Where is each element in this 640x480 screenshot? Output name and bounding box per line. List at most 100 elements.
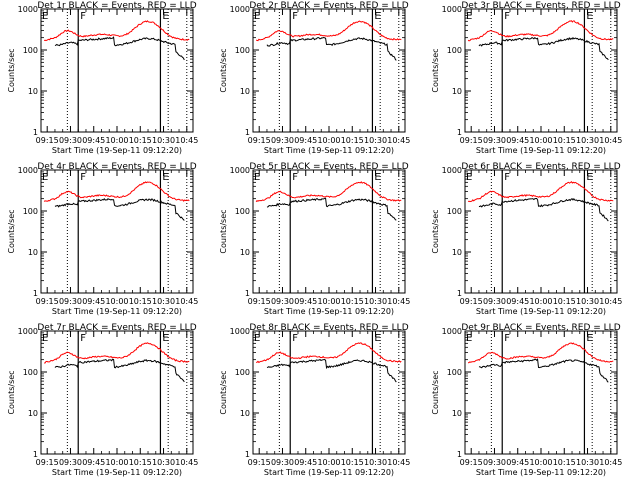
plot-frame <box>464 169 618 294</box>
lld-series-line <box>255 20 402 42</box>
x-tick-label: 09:15 <box>248 136 271 145</box>
x-tick-label: 10:15 <box>553 136 576 145</box>
panel-title: Det 3r BLACK = Events, RED = LLD <box>461 1 620 11</box>
x-tick-label: 10:30 <box>576 458 599 467</box>
plot-frame <box>40 8 194 133</box>
plot-frame <box>40 169 194 294</box>
y-tick-label: 100 <box>447 46 462 55</box>
x-axis-label: Start Time (19-Sep-11 09:12:20) <box>476 468 606 477</box>
x-tick-label: 09:15 <box>248 297 271 306</box>
y-tick-label: 1000 <box>442 327 462 336</box>
x-tick-label: 10:45 <box>599 297 622 306</box>
events-series-line <box>266 358 397 383</box>
y-tick-label: 100 <box>23 368 38 377</box>
y-axis-label: Counts/sec <box>7 48 16 92</box>
y-tick-label: 1 <box>245 450 250 459</box>
plot-frame <box>252 8 406 133</box>
lld-series-line <box>43 20 190 42</box>
marker-label: E <box>586 11 592 22</box>
x-tick-label: 09:30 <box>271 458 294 467</box>
marker-label-left: E <box>254 333 260 344</box>
y-axis-label: Counts/sec <box>7 370 16 414</box>
x-tick-label: 10:30 <box>576 297 599 306</box>
y-tick-label: 10 <box>240 87 250 96</box>
x-tick-label: 09:45 <box>82 297 105 306</box>
marker-label: F <box>292 11 298 22</box>
marker-label: F <box>504 11 510 22</box>
x-tick-label: 09:15 <box>460 136 483 145</box>
x-tick-label: 10:00 <box>317 458 340 467</box>
events-series-line <box>478 36 609 61</box>
marker-label: E <box>162 11 168 22</box>
marker-label: E <box>586 333 592 344</box>
x-tick-label: 10:00 <box>105 297 128 306</box>
x-tick-label: 09:30 <box>483 136 506 145</box>
plot-frame <box>252 330 406 455</box>
x-tick-label: 10:00 <box>317 297 340 306</box>
events-series-line <box>54 197 185 221</box>
x-tick-label: 10:00 <box>317 136 340 145</box>
x-tick-label: 09:15 <box>248 458 271 467</box>
marker-label-left: E <box>42 333 48 344</box>
marker-label: E <box>162 172 168 183</box>
lld-series-line <box>255 181 402 203</box>
x-tick-label: 09:30 <box>59 297 82 306</box>
x-axis-label: Start Time (19-Sep-11 09:12:20) <box>476 146 606 155</box>
panel-det-5: Det 5r BLACK = Events, RED = LLD 1 10 100 10… <box>219 162 410 316</box>
marker-label: F <box>292 172 298 183</box>
plot-frame <box>464 8 618 133</box>
lld-series-line <box>467 20 614 42</box>
x-tick-label: 09:30 <box>271 136 294 145</box>
marker-label: F <box>80 172 86 183</box>
marker-label: E <box>374 172 380 183</box>
x-tick-label: 10:45 <box>387 136 410 145</box>
x-tick-label: 09:15 <box>36 136 59 145</box>
y-tick-label: 1 <box>33 128 38 137</box>
marker-label: E <box>586 172 592 183</box>
x-tick-label: 10:15 <box>553 458 576 467</box>
x-tick-label: 10:45 <box>599 136 622 145</box>
y-tick-label: 1000 <box>18 327 38 336</box>
panel-title: Det 1r BLACK = Events, RED = LLD <box>37 1 196 11</box>
y-axis-label: Counts/sec <box>219 209 228 253</box>
y-tick-label: 10 <box>452 409 462 418</box>
x-tick-label: 10:30 <box>364 458 387 467</box>
x-tick-label: 09:30 <box>271 297 294 306</box>
y-tick-label: 10 <box>452 87 462 96</box>
lld-series-line <box>256 342 402 364</box>
y-tick-label: 10 <box>240 409 250 418</box>
marker-label: F <box>292 333 298 344</box>
marker-label-left: E <box>254 11 260 22</box>
y-tick-label: 10 <box>28 87 38 96</box>
y-tick-label: 1 <box>245 128 250 137</box>
y-tick-label: 100 <box>235 368 250 377</box>
marker-label-left: E <box>466 11 472 22</box>
panel-det-8: Det 8r BLACK = Events, RED = LLD 1 10 100 10… <box>219 323 410 477</box>
panel-det-4: Det 4r BLACK = Events, RED = LLD 1 10 100 10… <box>7 162 198 316</box>
x-axis-label: Start Time (19-Sep-11 09:12:20) <box>264 307 394 316</box>
x-tick-label: 10:45 <box>599 458 622 467</box>
x-tick-label: 09:45 <box>506 458 529 467</box>
marker-label: F <box>80 11 86 22</box>
x-tick-label: 09:15 <box>36 297 59 306</box>
x-tick-label: 10:00 <box>529 297 552 306</box>
y-axis-label: Counts/sec <box>431 209 440 253</box>
y-tick-label: 10 <box>28 409 38 418</box>
plot-frame <box>464 330 618 455</box>
y-tick-label: 1000 <box>18 166 38 175</box>
x-axis-label: Start Time (19-Sep-11 09:12:20) <box>52 146 182 155</box>
x-axis-label: Start Time (19-Sep-11 09:12:20) <box>52 307 182 316</box>
y-tick-label: 100 <box>23 207 38 216</box>
y-axis-label: Counts/sec <box>431 370 440 414</box>
x-tick-label: 09:15 <box>36 458 59 467</box>
lld-series-line <box>44 342 190 364</box>
x-tick-label: 10:45 <box>387 297 410 306</box>
panel-title: Det 8r BLACK = Events, RED = LLD <box>249 323 408 333</box>
x-tick-label: 09:45 <box>82 136 105 145</box>
x-tick-label: 09:30 <box>59 458 82 467</box>
marker-label-left: E <box>42 172 48 183</box>
marker-label: F <box>504 172 510 183</box>
x-tick-label: 10:15 <box>341 297 364 306</box>
lld-series-line <box>43 181 190 202</box>
